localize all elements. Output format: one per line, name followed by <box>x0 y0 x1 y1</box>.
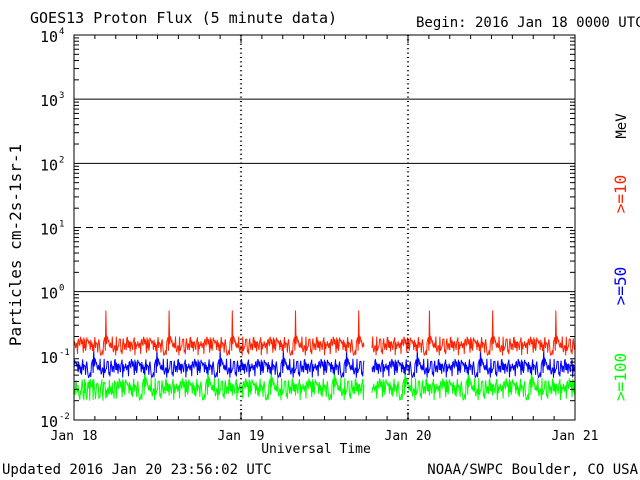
begin-date: Begin: 2016 Jan 18 0000 UTC <box>416 15 640 31</box>
y-tick-exponent-1: -1 <box>59 348 70 358</box>
series-line-ge10 <box>73 310 575 357</box>
legend-ge100: >=100 <box>611 353 630 401</box>
y-tick-label-0: 10 <box>40 413 58 431</box>
y-tick-exponent-4: 2 <box>59 155 64 165</box>
y-tick-label-2: 10 <box>40 285 58 303</box>
y-tick-exponent-6: 4 <box>59 27 64 37</box>
legend-ge10: >=10 <box>611 175 630 214</box>
y-tick-label-4: 10 <box>40 156 58 174</box>
y-tick-exponent-0: -2 <box>59 412 70 422</box>
y-tick-exponent-2: 0 <box>59 284 64 294</box>
x-tick-labels: Jan 18 Jan 19 Jan 20 Jan 21 <box>51 429 599 444</box>
unit-label: MeV <box>614 113 630 139</box>
x-tick-label-1: Jan 19 <box>218 429 265 444</box>
grid-group <box>73 35 576 420</box>
x-tick-label-3: Jan 21 <box>552 429 599 444</box>
credit-label: NOAA/SWPC Boulder, CO USA <box>427 462 638 478</box>
y-tick-label-3: 10 <box>40 221 58 239</box>
x-axis-label: Universal Time <box>261 442 371 457</box>
y-axis-label: Particles cm-2s-1sr-1 <box>6 144 25 346</box>
chart-title: GOES13 Proton Flux (5 minute data) <box>30 9 337 27</box>
updated-timestamp: Updated 2016 Jan 20 23:56:02 UTC <box>2 462 272 478</box>
plot-frame <box>73 34 576 421</box>
legend-ge50: >=50 <box>611 267 630 306</box>
series-line-ge100 <box>73 366 575 402</box>
y-tick-exponent-5: 3 <box>59 91 64 101</box>
y-tick-label-1: 10 <box>40 349 58 367</box>
x-tick-label-2: Jan 20 <box>385 429 432 444</box>
series-line-ge50 <box>73 347 575 379</box>
y-tick-label-5: 10 <box>40 92 58 110</box>
y-tick-exponent-3: 1 <box>59 220 64 230</box>
y-tick-label-6: 10 <box>40 28 58 46</box>
series-group <box>73 310 575 402</box>
x-tick-label-0: Jan 18 <box>51 429 98 444</box>
